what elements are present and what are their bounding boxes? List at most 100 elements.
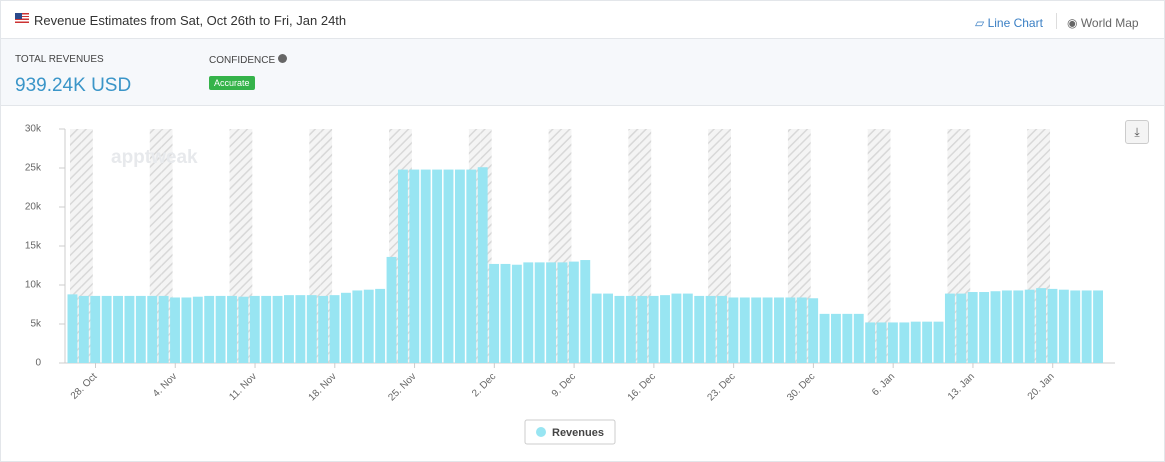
- weekend-band: [639, 129, 652, 363]
- weekend-band: [70, 129, 82, 363]
- bar: [842, 313, 853, 363]
- bar: [101, 295, 112, 363]
- bar: [170, 297, 180, 363]
- x-tick-label: 9. Dec: [550, 371, 578, 399]
- bar: [910, 321, 921, 363]
- x-tick-label: 20. Jan: [1026, 371, 1057, 402]
- bar: [397, 169, 408, 363]
- bar: [637, 295, 648, 363]
- x-tick-label: 13. Jan: [946, 371, 977, 402]
- x-tick-label: 28. Oct: [69, 371, 100, 402]
- bar: [933, 321, 944, 363]
- bar: [682, 293, 693, 363]
- divider: [1056, 13, 1057, 29]
- download-button[interactable]: ⤓: [1125, 120, 1149, 144]
- bar: [432, 169, 443, 363]
- line-chart-link[interactable]: ▱ Line Chart: [975, 16, 1043, 30]
- bar: [227, 295, 237, 363]
- bar: [694, 295, 705, 363]
- bar: [785, 297, 796, 363]
- bar: [272, 295, 283, 363]
- weekend-band: [867, 129, 880, 363]
- weekend-band: [1027, 129, 1039, 363]
- weekend-band: [560, 129, 572, 363]
- y-tick-label: 5k: [30, 319, 42, 330]
- bar: [1036, 288, 1047, 363]
- bar: [318, 295, 329, 363]
- y-tick-label: 10k: [25, 280, 42, 291]
- weekend-band: [320, 129, 333, 363]
- bar: [922, 321, 933, 363]
- x-tick-label: 18. Nov: [307, 371, 339, 403]
- bar: [295, 295, 306, 363]
- bar: [534, 262, 545, 363]
- bar: [739, 297, 750, 363]
- legend: Revenues: [524, 419, 616, 445]
- x-tick-label: 4. Nov: [151, 371, 179, 399]
- bar: [660, 295, 670, 363]
- bar: [557, 262, 568, 363]
- total-label: TOTAL REVENUES: [15, 54, 104, 65]
- x-tick-label: 6. Jan: [870, 371, 897, 398]
- bar: [717, 295, 727, 363]
- bar: [774, 297, 784, 363]
- bar: [979, 292, 990, 363]
- y-tick-label: 20k: [25, 202, 42, 213]
- bar: [853, 313, 864, 363]
- bar: [340, 292, 351, 363]
- bar: [147, 295, 158, 363]
- confidence-badge: Accurate: [209, 76, 255, 90]
- bar: [967, 292, 978, 363]
- bar: [546, 262, 557, 363]
- bar: [1070, 290, 1081, 363]
- bar: [238, 296, 249, 363]
- bar: [580, 260, 591, 363]
- bar: [500, 263, 511, 363]
- bar: [181, 297, 192, 363]
- stats: TOTAL REVENUES 939.24K USD CONFIDENCE Ac…: [1, 39, 1164, 106]
- bar: [1081, 290, 1092, 363]
- weekend-band: [309, 129, 321, 363]
- x-tick-label: 16. Dec: [626, 371, 658, 403]
- bar: [1058, 289, 1069, 363]
- bar: [671, 293, 682, 363]
- bar: [648, 295, 659, 363]
- y-tick-label: 15k: [25, 241, 42, 252]
- weekend-band: [719, 129, 731, 363]
- bar: [523, 262, 534, 363]
- header: Revenue Estimates from Sat, Oct 26th to …: [1, 1, 1164, 39]
- legend-box: [524, 419, 616, 445]
- bar: [603, 293, 613, 363]
- bar: [375, 288, 386, 363]
- bar: [124, 295, 135, 363]
- y-tick-label: 30k: [25, 124, 42, 135]
- bar: [90, 295, 101, 363]
- bar: [1024, 289, 1035, 363]
- x-tick-label: 11. Nov: [227, 371, 259, 403]
- bar: [489, 263, 500, 363]
- bar: [284, 295, 294, 363]
- weekend-band: [799, 129, 811, 363]
- bar: [990, 291, 1001, 363]
- bar: [819, 313, 830, 363]
- bar: [568, 261, 579, 363]
- confidence-label: CONFIDENCE: [209, 54, 287, 66]
- world-map-link[interactable]: ◉ World Map: [1067, 16, 1139, 30]
- bar: [944, 293, 955, 363]
- weekend-band: [628, 129, 640, 363]
- x-tick-label: 30. Dec: [785, 371, 817, 403]
- weekend-band: [958, 129, 971, 363]
- bar: [1001, 290, 1012, 363]
- weekend-band: [787, 129, 800, 363]
- weekend-band: [389, 129, 401, 363]
- legend-label: Revenues: [552, 427, 604, 439]
- bar: [477, 167, 488, 363]
- weekend-band: [81, 129, 93, 363]
- y-tick-label: 25k: [25, 163, 42, 174]
- bar: [329, 295, 340, 363]
- weekend-band: [947, 129, 959, 363]
- weekend-band: [879, 129, 891, 363]
- bar: [728, 297, 739, 363]
- weekend-band: [229, 129, 241, 363]
